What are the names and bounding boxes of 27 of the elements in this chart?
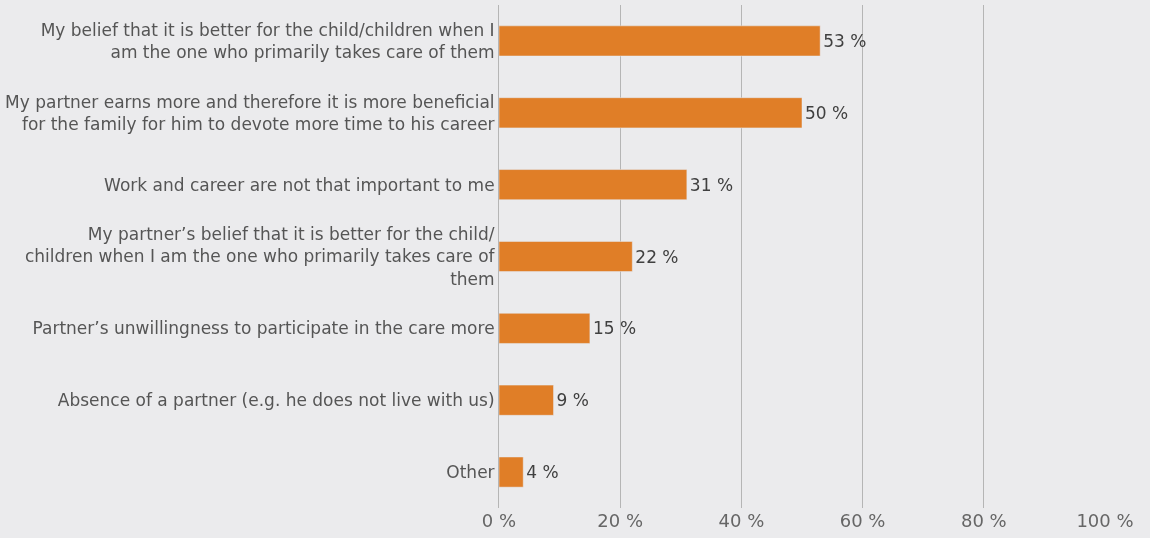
- y-tick-label: Work and career are not that important to me: [104, 174, 495, 195]
- bar: [499, 313, 591, 344]
- y-tick-label: My partner earns more and therefore it is more beneficial for the family for him to devote more time to his career: [5, 91, 495, 134]
- data-label: 50 %: [805, 102, 849, 123]
- bar: [499, 25, 821, 57]
- data-label: 9 %: [556, 390, 589, 411]
- data-label: 31 %: [689, 174, 734, 195]
- y-tick-label: Other: [446, 462, 495, 483]
- bar: [499, 97, 803, 129]
- data-label: 15 %: [592, 318, 637, 339]
- y-tick-label: Absence of a partner (e.g. he does not live with us): [57, 390, 495, 411]
- x-tick-label: 0 %: [481, 510, 517, 531]
- bar: [499, 384, 554, 416]
- x-tick-label: 60 %: [839, 510, 886, 531]
- x-tick-label: 20 %: [597, 510, 644, 531]
- data-label: 4 %: [526, 462, 559, 483]
- y-tick-label: My partner’s belief that it is better for the child/ children when I am the one who primarily takes care of them: [24, 224, 496, 289]
- bar: [499, 169, 688, 200]
- x-tick-label: 80 %: [960, 510, 1007, 531]
- data-label: 22 %: [635, 246, 679, 267]
- bar: [499, 241, 633, 272]
- y-tick-label: Partner’s unwillingness to participate in the care more: [32, 318, 495, 339]
- y-tick-label: My belief that it is better for the child/children when I am the one who primarily takes care of them: [40, 19, 495, 62]
- data-label: 53 %: [823, 30, 867, 51]
- x-tick-label: 100 %: [1076, 510, 1134, 531]
- x-tick-label: 40 %: [718, 510, 765, 531]
- bar: [499, 456, 524, 488]
